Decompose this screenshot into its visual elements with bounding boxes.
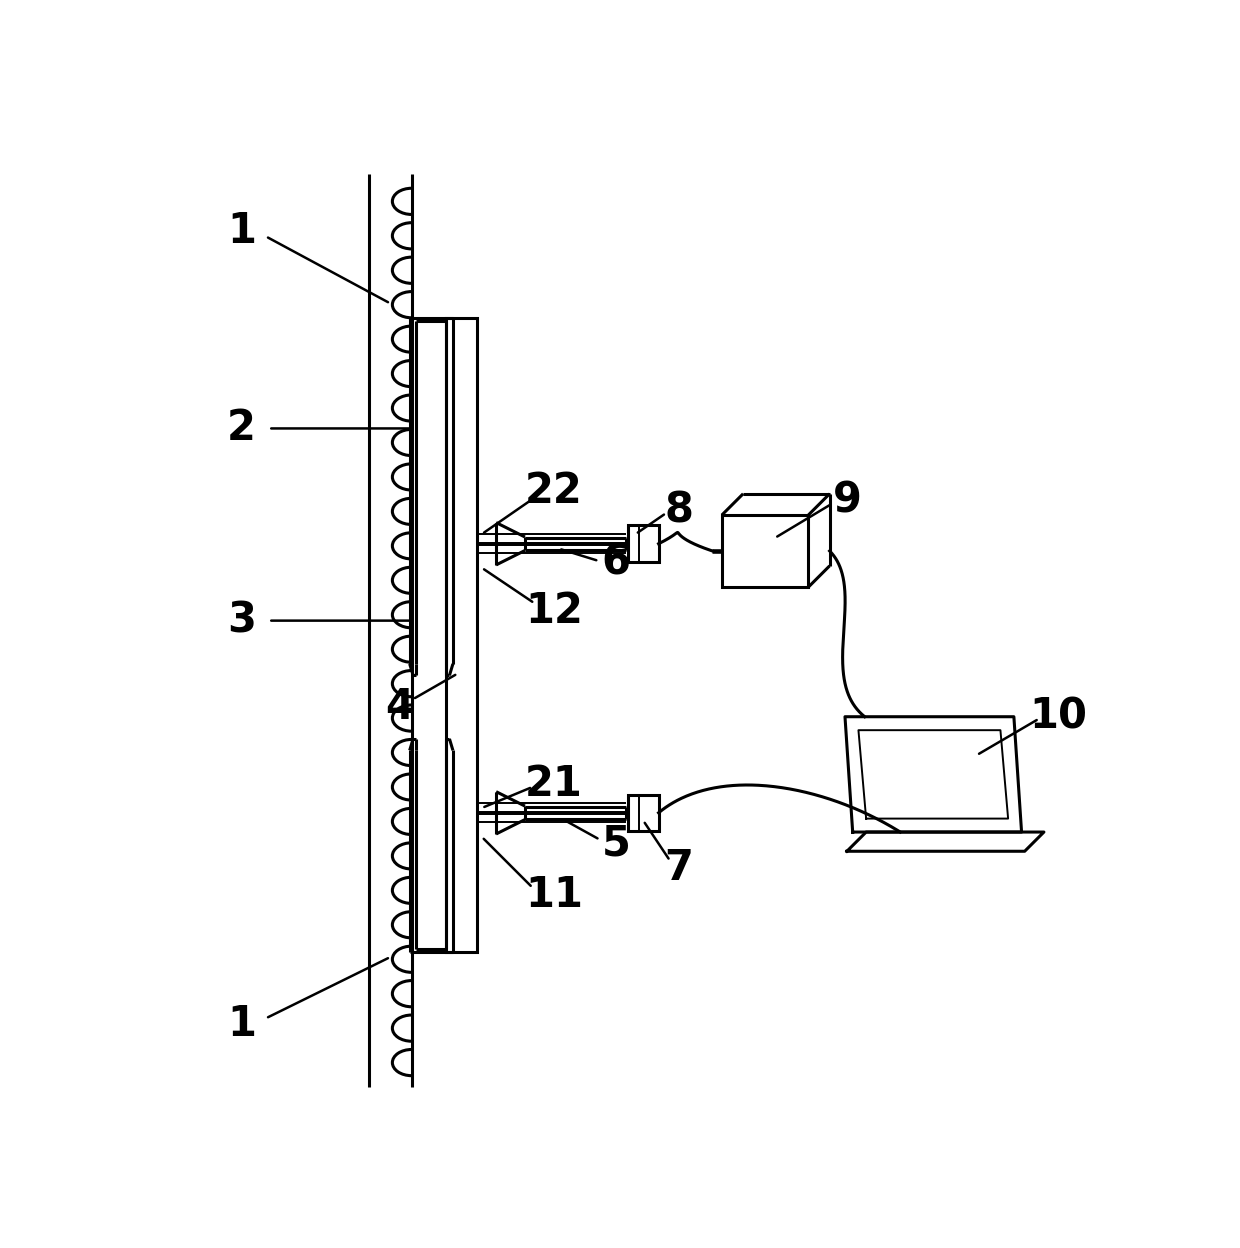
- Bar: [627, 525, 658, 562]
- Text: 22: 22: [525, 470, 583, 512]
- Text: 12: 12: [525, 590, 583, 631]
- Bar: [722, 515, 808, 587]
- Bar: [627, 795, 658, 831]
- Bar: [446, 318, 477, 952]
- Text: 3: 3: [227, 599, 255, 641]
- Text: 4: 4: [386, 686, 414, 728]
- Text: 2: 2: [227, 407, 255, 449]
- Text: 11: 11: [525, 874, 583, 916]
- Text: 6: 6: [601, 542, 631, 584]
- Text: 10: 10: [1029, 695, 1087, 738]
- Text: 5: 5: [601, 822, 631, 865]
- Text: 8: 8: [665, 489, 693, 532]
- Text: 9: 9: [832, 479, 862, 522]
- Text: 7: 7: [665, 846, 693, 889]
- Polygon shape: [847, 832, 1044, 851]
- Text: 21: 21: [525, 763, 583, 805]
- Text: 1: 1: [227, 1003, 255, 1046]
- Polygon shape: [844, 716, 1022, 832]
- Text: 1: 1: [227, 211, 255, 252]
